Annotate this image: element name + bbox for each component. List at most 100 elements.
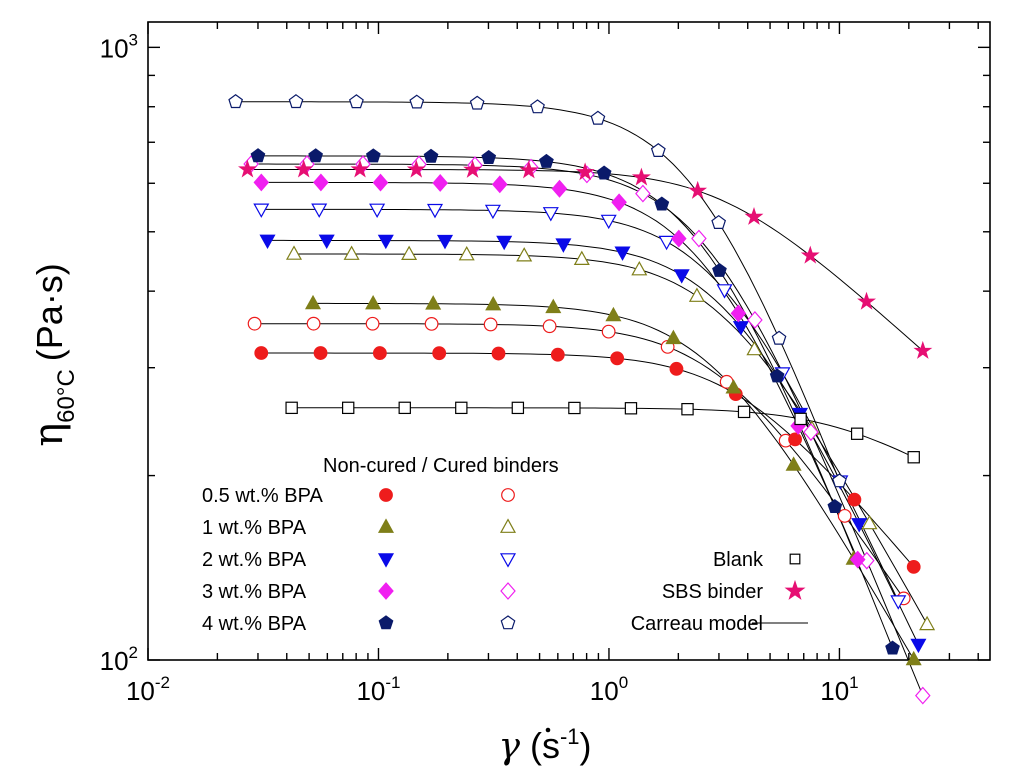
legend-marker-sbs	[784, 579, 806, 600]
noncured-3-series-point	[318, 234, 335, 250]
cured-2-series-point	[516, 247, 533, 262]
noncured-4-series-point	[492, 175, 508, 194]
cured-2-series-fit-line	[294, 253, 928, 625]
noncured-5-series-point	[308, 148, 324, 163]
cured-5-series-point	[530, 99, 545, 114]
cured-1-series-point	[365, 316, 380, 331]
cured-4-series-point	[691, 229, 707, 248]
noncured-3-series-point	[259, 234, 276, 250]
noncured-4-series-point	[551, 179, 568, 198]
noncured-2-series-point	[605, 306, 622, 322]
y-tick-label: 103	[100, 30, 138, 63]
noncured-1-series-point	[491, 346, 506, 361]
legend-marker-cured	[500, 615, 516, 630]
noncured-5-series-point	[654, 196, 670, 211]
legend-marker-noncured	[378, 615, 394, 630]
cured-3-series-point	[426, 203, 444, 219]
cured-5-series-point	[832, 473, 847, 488]
cured-5-series-point	[469, 95, 485, 110]
cured-5-series-point	[288, 94, 304, 109]
axes: 10-2 10-1 100 101 102 103	[100, 22, 990, 706]
cured-2-series-point	[746, 340, 763, 356]
cured-1-series-point	[542, 319, 557, 334]
blank-series-point	[907, 451, 920, 464]
noncured-2-series-point	[665, 329, 682, 345]
sbs-series-point	[631, 167, 651, 186]
cured-1-series-point	[247, 316, 262, 331]
legend-marker-noncured	[377, 553, 395, 568]
sbs-series-point	[519, 160, 539, 179]
legend: Non-cured / Cured binders 0.5 wt.% BPA 1 …	[202, 455, 808, 635]
noncured-1-series-fit-line	[261, 352, 915, 568]
cured-5-series-fit-line	[235, 101, 840, 482]
x-tick-label: 10-2	[126, 673, 170, 706]
noncured-3-series-point	[496, 235, 513, 251]
blank-series-fit-line	[291, 407, 914, 458]
x-axis-dot	[545, 727, 551, 733]
sbs-series-point	[744, 207, 764, 225]
plot-border	[147, 21, 991, 661]
cured-1-series-point	[306, 316, 321, 331]
noncured-1-series-point	[550, 347, 565, 362]
noncured-1-series-point	[254, 346, 269, 360]
cured-4-series-point	[635, 184, 651, 203]
sbs-series-point	[238, 159, 257, 178]
cured-5-series-point	[771, 330, 787, 345]
noncured-2-series-point	[545, 298, 562, 314]
noncured-1-series-point	[432, 346, 447, 361]
legend-marker-noncured	[378, 582, 394, 600]
noncured-1-series-point	[788, 432, 802, 447]
y-axis-title: η60°C (Pa·s)	[26, 263, 80, 447]
noncured-2-series-point	[785, 456, 802, 471]
cured-5-series-point	[348, 94, 364, 109]
sbs-series-point	[575, 162, 595, 181]
sbs-series-point	[913, 340, 933, 359]
noncured-5-series-point	[539, 153, 554, 168]
noncured-2-series-point	[425, 295, 442, 310]
noncured-3-series-point	[732, 321, 749, 336]
legend-marker-noncured	[379, 488, 393, 502]
plot-frame	[147, 21, 991, 661]
noncured-3-series-point	[851, 518, 868, 533]
legend-marker-cured	[501, 488, 515, 502]
legend-label: 3 wt.% BPA	[202, 581, 307, 603]
cured-3-series-point	[716, 284, 733, 299]
noncured-3-series-point	[614, 246, 631, 261]
noncured-4-series-point	[313, 173, 329, 192]
legend-marker-cured	[500, 582, 516, 600]
noncured-3-series-point	[377, 234, 394, 250]
cured-4-series-point	[803, 423, 819, 442]
noncured-2-series-point	[304, 294, 322, 310]
cured-4-series-fit-line	[251, 163, 924, 696]
cured-3-series-point	[484, 204, 501, 220]
cured-2-series-point	[458, 245, 475, 261]
blank-series-point	[624, 402, 638, 415]
sbs-series-point	[350, 159, 370, 178]
legend-marker-noncured	[377, 518, 395, 533]
cured-3-series-point	[890, 595, 907, 610]
y-axis-subscript: 60°C	[53, 369, 80, 423]
cured-2-series-point	[861, 514, 878, 530]
legend-title: Non-cured / Cured binders	[323, 455, 559, 477]
legend-label: 2 wt.% BPA	[202, 549, 307, 571]
noncured-4-series-point	[849, 550, 866, 569]
legend-label: 4 wt.% BPA	[202, 613, 307, 635]
cured-2-series-point	[919, 615, 936, 631]
y-tick-label: 102	[100, 643, 138, 676]
cured-5-series-point	[228, 94, 244, 109]
cured-3-series-point	[658, 235, 675, 251]
noncured-4-series-point	[372, 173, 389, 192]
legend-marker-cured	[499, 518, 517, 533]
y-axis-unit: (Pa·s)	[29, 263, 70, 361]
legend-label: Blank	[713, 549, 764, 571]
cured-3-series-fit-line	[261, 208, 899, 602]
noncured-4-series-point	[730, 304, 747, 323]
noncured-5-series-point	[365, 148, 381, 163]
blank-series-point	[455, 401, 468, 415]
cured-2-series-point	[285, 245, 303, 260]
sbs-series-point	[857, 291, 877, 310]
noncured-4-series-point	[671, 229, 687, 248]
sbs-series-point	[463, 159, 483, 178]
noncured-4-series-point	[432, 173, 448, 192]
sbs-series-point	[294, 159, 314, 178]
